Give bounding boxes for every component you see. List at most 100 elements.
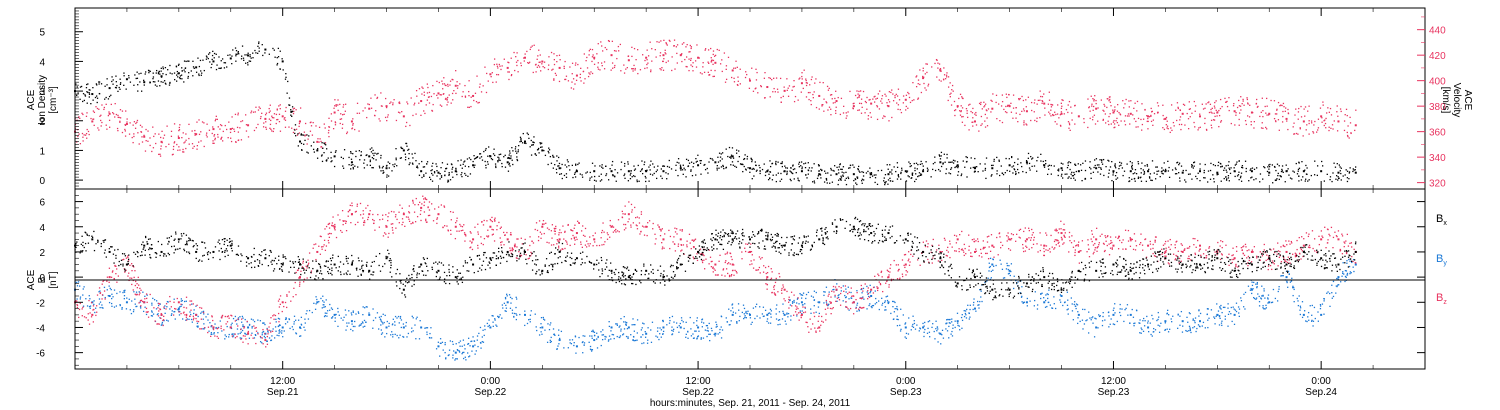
- by-sample: [135, 305, 137, 308]
- velocity-sample: [387, 114, 389, 116]
- density-sample: [957, 165, 959, 168]
- velocity-sample: [553, 58, 556, 61]
- velocity-sample: [699, 72, 702, 74]
- velocity-sample: [764, 72, 766, 74]
- velocity-sample: [184, 141, 186, 143]
- density-sample: [668, 159, 670, 162]
- velocity-sample: [1053, 114, 1055, 116]
- velocity-sample: [237, 131, 240, 133]
- velocity-sample: [1023, 122, 1025, 124]
- velocity-sample: [856, 97, 859, 99]
- velocity-sample: [1183, 104, 1186, 106]
- by-sample: [1066, 291, 1069, 293]
- velocity-sample: [448, 94, 450, 96]
- velocity-sample: [760, 85, 762, 87]
- density-sample: [700, 159, 702, 162]
- velocity-sample: [339, 103, 341, 106]
- density-sample: [558, 165, 560, 167]
- density-sample: [820, 177, 822, 179]
- velocity-sample: [563, 67, 565, 70]
- density-sample: [914, 169, 916, 172]
- velocity-sample: [135, 122, 137, 125]
- by-sample: [619, 335, 622, 337]
- density-sample: [79, 86, 82, 88]
- density-sample: [154, 81, 156, 83]
- by-sample: [569, 342, 571, 344]
- density-sample: [599, 180, 602, 182]
- density-sample: [181, 67, 183, 69]
- by-sample: [322, 295, 324, 297]
- density-sample: [1025, 171, 1027, 174]
- velocity-sample: [178, 146, 180, 148]
- velocity-sample: [1324, 122, 1327, 125]
- by-sample: [447, 354, 449, 357]
- by-sample: [762, 315, 765, 318]
- density-sample: [211, 63, 213, 65]
- density-sample: [446, 163, 449, 165]
- by-sample: [1082, 328, 1084, 330]
- by-sample: [1063, 301, 1066, 304]
- velocity-sample: [897, 104, 900, 106]
- by-sample: [959, 329, 961, 331]
- density-sample: [649, 169, 651, 171]
- density-sample: [258, 47, 260, 49]
- velocity-sample: [264, 114, 267, 116]
- by-sample: [441, 341, 444, 343]
- by-sample: [241, 321, 243, 323]
- density-sample: [220, 67, 222, 69]
- by-sample: [136, 305, 138, 308]
- velocity-sample: [960, 110, 962, 112]
- density-sample: [1298, 180, 1300, 182]
- by-sample: [752, 307, 755, 309]
- velocity-sample: [214, 137, 216, 140]
- by-sample: [762, 306, 765, 308]
- density-sample: [1131, 165, 1133, 168]
- by-sample: [622, 333, 625, 335]
- by-sample: [197, 315, 199, 318]
- velocity-sample: [384, 116, 387, 119]
- velocity-sample: [662, 69, 665, 71]
- by-sample: [946, 319, 948, 321]
- by-sample: [1076, 304, 1079, 306]
- velocity-sample: [949, 93, 951, 96]
- velocity-sample: [1069, 129, 1071, 131]
- by-sample: [293, 321, 295, 323]
- velocity-sample: [1212, 119, 1215, 121]
- density-point: [766, 170, 769, 173]
- density-sample: [371, 147, 373, 149]
- by-sample: [1192, 318, 1194, 320]
- density-sample: [722, 164, 724, 167]
- density-sample: [517, 151, 519, 153]
- density-sample: [75, 83, 77, 85]
- density-sample: [919, 163, 922, 166]
- velocity-sample: [114, 102, 116, 105]
- density-sample: [825, 178, 828, 180]
- velocity-point: [1164, 117, 1167, 120]
- velocity-sample: [651, 48, 653, 50]
- by-sample: [1172, 315, 1174, 317]
- by-sample: [394, 321, 396, 323]
- velocity-sample: [76, 141, 78, 143]
- density-sample: [979, 163, 981, 165]
- by-sample: [1189, 329, 1192, 332]
- density-point: [1025, 161, 1028, 164]
- by-sample: [969, 316, 971, 318]
- density-sample: [871, 175, 874, 177]
- velocity-sample: [724, 81, 727, 83]
- velocity-sample: [491, 72, 493, 74]
- density-sample: [464, 160, 466, 162]
- velocity-sample: [136, 119, 139, 122]
- density-sample: [392, 164, 394, 166]
- velocity-sample: [1312, 132, 1315, 134]
- velocity-sample: [443, 77, 445, 79]
- density-sample: [246, 54, 248, 56]
- velocity-sample: [107, 114, 110, 117]
- density-sample: [679, 166, 682, 168]
- velocity-sample: [1010, 111, 1013, 113]
- velocity-sample: [911, 99, 913, 102]
- by-sample: [581, 341, 584, 344]
- velocity-sample: [961, 121, 964, 123]
- by-sample: [139, 301, 141, 303]
- by-sample: [85, 298, 87, 300]
- velocity-sample: [221, 124, 223, 127]
